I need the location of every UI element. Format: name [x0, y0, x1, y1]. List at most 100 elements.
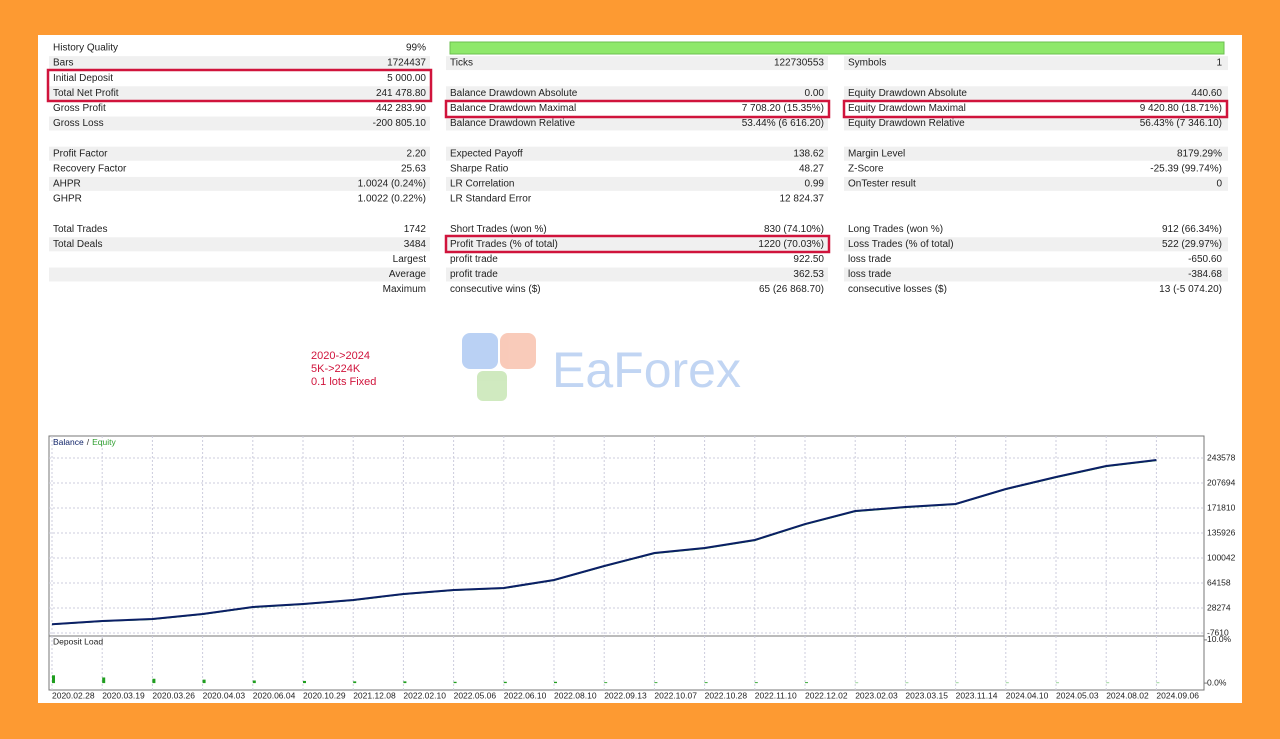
- x-tick-label: 2024.08.02: [1106, 690, 1149, 700]
- cell-value: 9 420.80 (18.71%): [1140, 103, 1222, 114]
- cell-label: Short Trades (won %): [450, 224, 547, 235]
- cell-label: Gross Loss: [53, 118, 104, 129]
- watermark-logo: [462, 333, 536, 401]
- x-tick-label: 2022.11.10: [755, 690, 797, 700]
- load-bar: [503, 681, 507, 684]
- load-bar: [704, 682, 708, 684]
- cell-value: 56.43% (7 346.10): [1140, 118, 1222, 129]
- x-tick-label: 2022.08.10: [554, 690, 597, 700]
- row-stripe: [49, 146, 430, 161]
- series-line: [51, 459, 1157, 626]
- cell-value: 48.27: [799, 163, 824, 174]
- cell-value: -650.60: [1188, 254, 1222, 265]
- cell-label: Total Net Profit: [53, 88, 119, 99]
- x-tick-label: 2020.02.28: [52, 690, 95, 700]
- logo-shape: [477, 371, 507, 401]
- load-bar: [52, 675, 55, 684]
- cell-value: 0.99: [805, 179, 825, 190]
- x-tick-label: 2023.11.14: [956, 690, 998, 700]
- cell-value: 3484: [404, 239, 427, 250]
- watermark: EaForex: [552, 342, 741, 398]
- cell-label: Balance Drawdown Maximal: [450, 103, 576, 114]
- cell-label: Profit Trades (% of total): [450, 239, 558, 250]
- cell-value: -200 805.10: [373, 118, 427, 129]
- report-table: History Quality 99% Bars 1724437 Ticks 122730…: [49, 43, 1228, 295]
- x-tick-label: 2021.12.08: [353, 690, 396, 700]
- load-bar: [453, 681, 457, 684]
- cell-value: 1.0022 (0.22%): [358, 194, 426, 205]
- cell-value: 7 708.20 (15.35%): [742, 103, 824, 114]
- legend-entry: Balance: [53, 437, 84, 447]
- load-bar: [805, 682, 808, 684]
- cell-label: Margin Level: [848, 148, 905, 159]
- cell-value: 1724437: [387, 58, 426, 69]
- x-tick-label: 2023.02.03: [855, 690, 898, 700]
- chart: 243578 207694 171810 135926 100042 64158 28274…: [49, 436, 1236, 700]
- x-tick-label: 2020.03.19: [102, 690, 145, 700]
- y-tick-label: 28274: [1207, 602, 1231, 612]
- cell-label: GHPR: [53, 194, 82, 205]
- cell-label: Profit Factor: [53, 148, 108, 159]
- load-bar: [604, 682, 608, 684]
- cell-label: Ticks: [450, 58, 473, 69]
- cell-label: Z-Score: [848, 163, 884, 174]
- load-bar: [654, 682, 658, 684]
- cell-label: Bars: [53, 58, 74, 69]
- load-bar: [252, 680, 256, 684]
- x-tick-label: 2022.10.07: [654, 690, 697, 700]
- legend-entry: Equity: [92, 437, 116, 447]
- cell-value: 122730553: [774, 58, 824, 69]
- cell-label: Expected Payoff: [450, 148, 523, 159]
- load-bar: [202, 679, 206, 684]
- highlight-box: [842, 99, 1229, 119]
- cell-value: 2.20: [407, 148, 427, 159]
- load-bar: [353, 681, 357, 684]
- x-tick-label: 2024.05.03: [1056, 690, 1099, 700]
- cell-label: Recovery Factor: [53, 163, 127, 174]
- x-tick-label: 2022.06.10: [504, 690, 547, 700]
- legend: Balance / Equity: [53, 437, 116, 447]
- cell-label: AHPR: [53, 179, 81, 190]
- annotation: 0.1 lots Fixed: [311, 376, 376, 388]
- cell-value: 442 283.90: [376, 103, 426, 114]
- row-stripe: [49, 267, 430, 282]
- cell-label: Total Trades: [53, 224, 107, 235]
- row-stripe: [844, 146, 1228, 161]
- row-stripe: [844, 176, 1228, 191]
- cell-value: Average: [389, 269, 427, 280]
- cell-label: Symbols: [848, 58, 886, 69]
- cell-value: 0: [1216, 179, 1222, 190]
- cell-value: -25.39 (99.74%): [1150, 163, 1222, 174]
- subchart-title: Deposit Load: [53, 636, 103, 646]
- x-tick-label: 2020.03.26: [152, 690, 195, 700]
- cell-label: Loss Trades (% of total): [848, 239, 954, 250]
- cell-label: LR Standard Error: [450, 194, 532, 205]
- row-stripe: [446, 237, 828, 252]
- logo-shape: [500, 333, 536, 369]
- cell-label: LR Correlation: [450, 179, 514, 190]
- row-stripe: [446, 267, 828, 282]
- cell-value: 8179.29%: [1177, 148, 1222, 159]
- x-tick-label: 2020.06.04: [253, 690, 296, 700]
- cell-value: 922.50: [793, 254, 824, 265]
- x-tick-label: 2022.02.10: [403, 690, 446, 700]
- cell-value: 362.53: [793, 269, 824, 280]
- row-stripe: [49, 116, 430, 131]
- cell-value: 5 000.00: [387, 73, 426, 84]
- cell-label: OnTester result: [848, 179, 916, 190]
- annotation: 2020->2024: [311, 350, 370, 362]
- cell-label: History Quality: [53, 43, 118, 54]
- chart-frame: [48, 435, 1205, 637]
- subchart-frame: [48, 635, 1205, 691]
- cell-value: Maximum: [383, 284, 426, 295]
- cell-label: Sharpe Ratio: [450, 163, 509, 174]
- cell-value: 1220 (70.03%): [758, 239, 824, 250]
- cell-label: Long Trades (won %): [848, 224, 943, 235]
- row-stripe: [446, 116, 828, 131]
- cell-value: 1742: [404, 224, 427, 235]
- cell-label: Equity Drawdown Maximal: [848, 103, 966, 114]
- cell-value: 522 (29.97%): [1162, 239, 1222, 250]
- cell-label: consecutive wins ($): [450, 284, 541, 295]
- cell-value: 1.0024 (0.24%): [358, 179, 426, 190]
